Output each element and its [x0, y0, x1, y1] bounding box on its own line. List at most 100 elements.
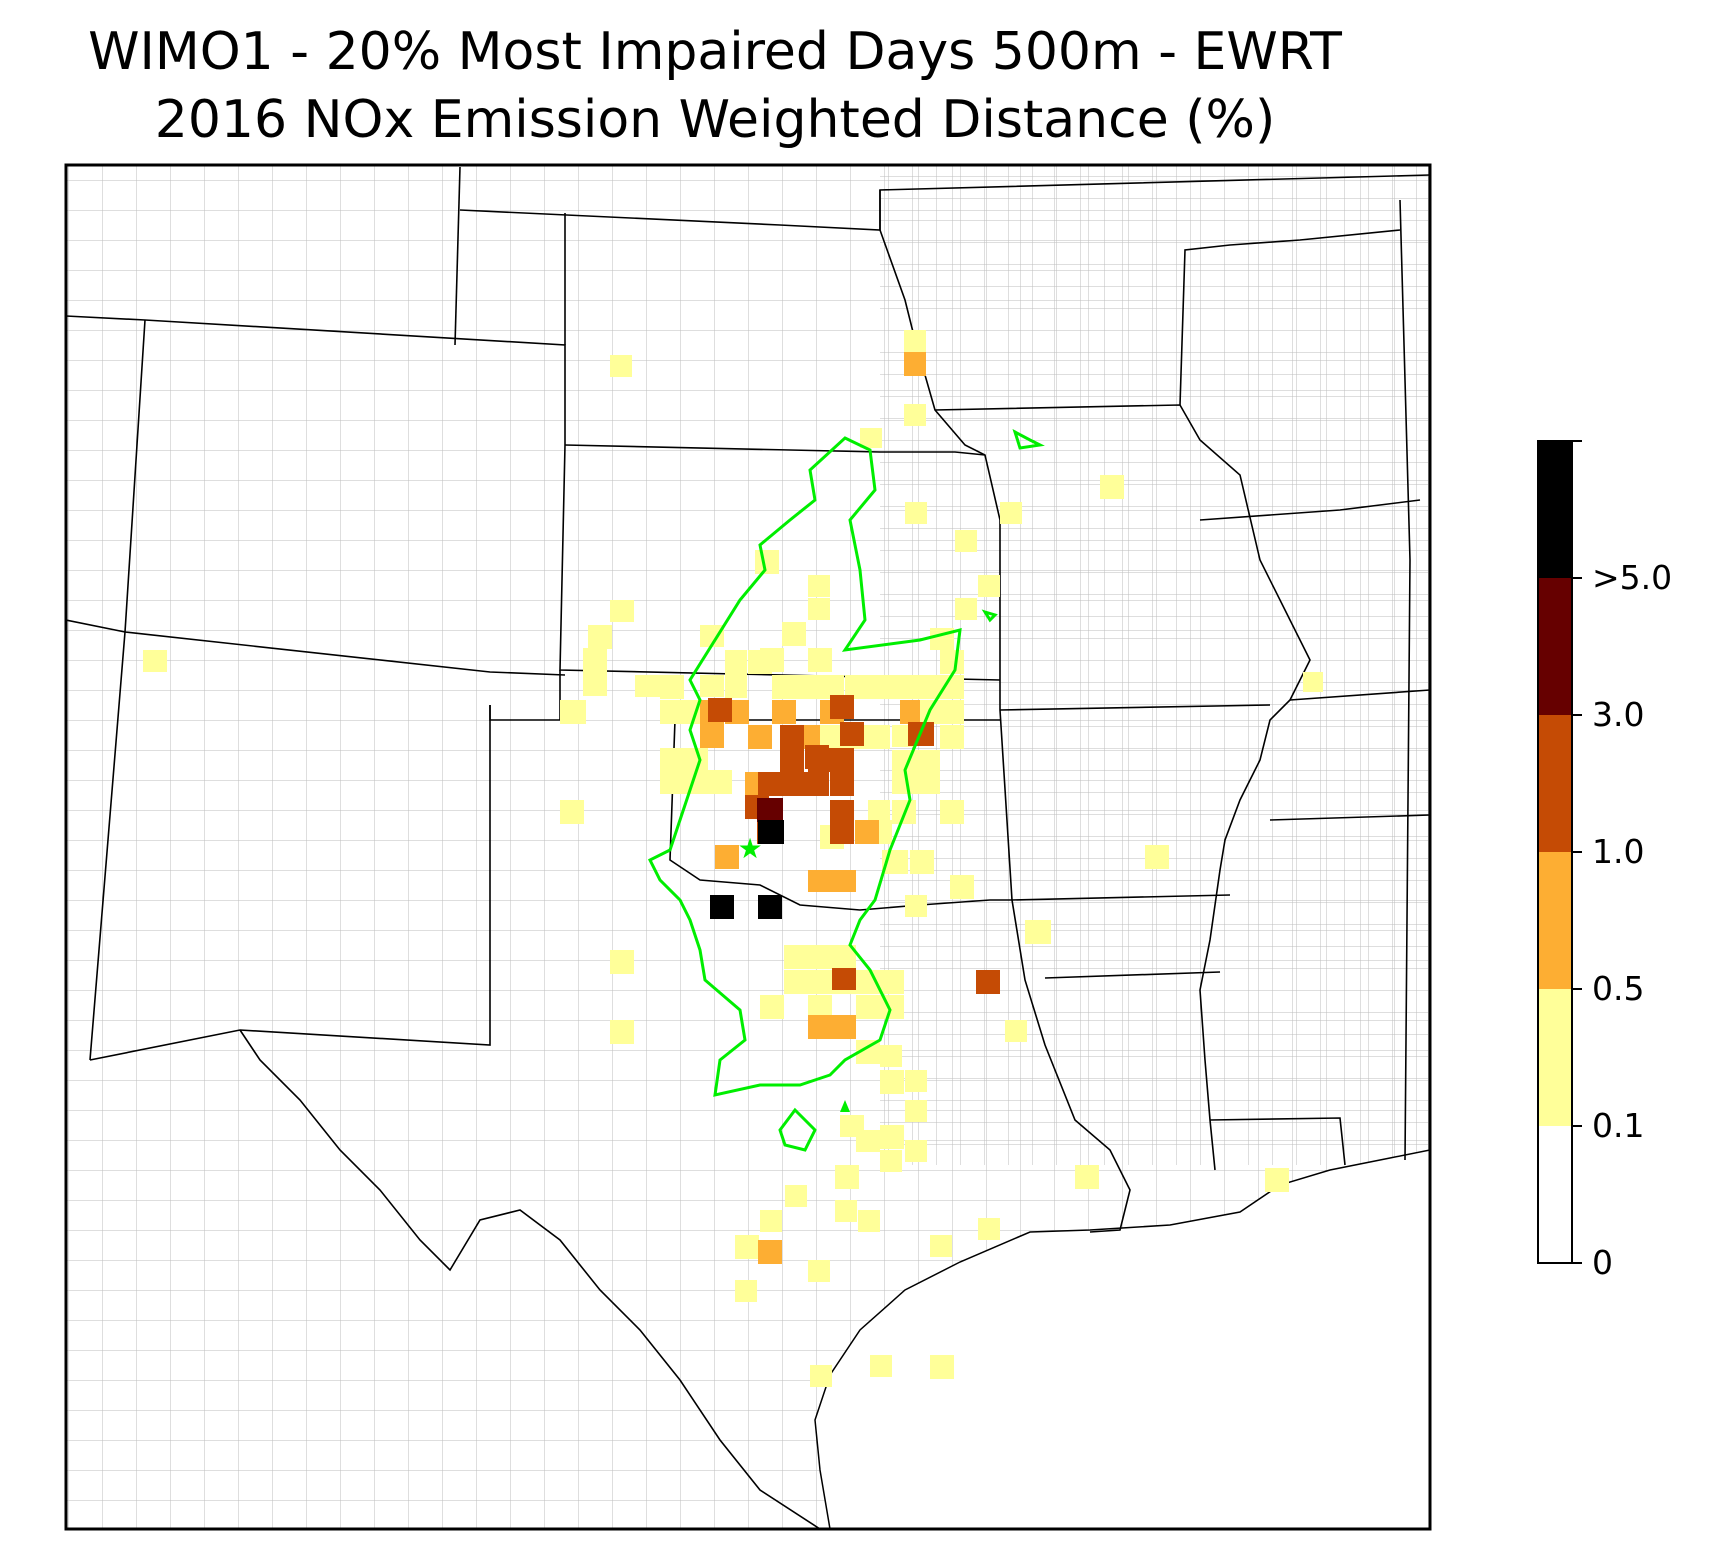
- emission-cell: [560, 700, 586, 724]
- colorbar-tick-label: 0.1: [1592, 1106, 1645, 1145]
- emission-cell: [610, 600, 634, 622]
- emission-cell: [880, 1070, 904, 1094]
- emission-cell: [796, 675, 820, 699]
- map-panel: ★: [66, 165, 1430, 1529]
- colorbar-segment: [1538, 441, 1572, 578]
- colorbar-segment: [1538, 715, 1572, 852]
- emission-cell: [143, 650, 167, 672]
- gulf-of-mexico: [814, 1149, 1430, 1529]
- emission-cell: [830, 695, 854, 719]
- emission-cell: [1145, 845, 1169, 869]
- map-title-line2: 2016 NOx Emission Weighted Distance (%): [154, 90, 1276, 150]
- emission-cell: [1265, 1168, 1289, 1192]
- emission-cell: [760, 995, 784, 1019]
- emission-cell: [955, 530, 977, 552]
- contour-island-3: [778, 1107, 817, 1152]
- emission-cell: [808, 970, 832, 994]
- emission-cell: [860, 428, 882, 448]
- emission-cell: [610, 355, 632, 377]
- emission-cell: [700, 625, 724, 647]
- emission-cell: [880, 1150, 902, 1172]
- emission-cell: [808, 598, 830, 620]
- emission-cell: [856, 995, 880, 1019]
- emission-cell: [660, 700, 684, 724]
- emission-cell: [588, 625, 612, 649]
- colorbar-tick-label: >5.0: [1592, 558, 1673, 597]
- emission-cell: [780, 772, 806, 796]
- site-star-icon: ★: [737, 832, 762, 865]
- colorbar: [1537, 440, 1582, 1264]
- emission-cell: [755, 550, 779, 574]
- small-marker-icon: [840, 1100, 850, 1112]
- emission-cell: [808, 575, 830, 597]
- colorbar-tick-label: 1.0: [1592, 832, 1645, 871]
- emission-cell: [610, 1020, 634, 1044]
- emission-cell: [708, 770, 732, 794]
- emission-cell: [735, 1235, 759, 1259]
- emission-cell: [892, 675, 916, 699]
- emission-cell: [610, 950, 634, 974]
- emission-cell: [560, 800, 584, 824]
- contour-island-2: [981, 609, 998, 623]
- emission-cell: [892, 770, 916, 794]
- emission-cell: [1000, 502, 1022, 524]
- emission-cell: [832, 968, 856, 990]
- emission-cell: [725, 650, 747, 698]
- emission-cell: [855, 820, 879, 844]
- contour-line: [647, 436, 962, 1097]
- emission-cell: [1075, 1165, 1099, 1189]
- emission-cell: [784, 945, 808, 969]
- emission-cell: [870, 1355, 892, 1377]
- emission-cell: [940, 800, 964, 824]
- emission-cell: [940, 725, 964, 749]
- emission-cell: [930, 1235, 952, 1257]
- emission-cell: [660, 748, 684, 772]
- emission-cell: [830, 772, 854, 796]
- emission-cell: [905, 895, 927, 917]
- emission-cell: [916, 770, 940, 794]
- emission-cell: [748, 725, 772, 749]
- emission-cell: [758, 772, 782, 796]
- emission-cell: [905, 502, 927, 524]
- emission-cell: [1005, 1020, 1027, 1042]
- emission-cell: [858, 1210, 880, 1232]
- emission-cell: [832, 870, 856, 892]
- map-title-line1: WIMO1 - 20% Most Impaired Days 500m - EW…: [88, 22, 1342, 82]
- colorbar-tick-label: 0.5: [1592, 969, 1645, 1008]
- emission-cell: [840, 722, 864, 746]
- emission-cell: [772, 700, 796, 724]
- colorbar-segment: [1538, 1126, 1572, 1263]
- emission-cell: [978, 575, 1000, 597]
- emission-cell: [808, 648, 832, 672]
- emission-cell: [868, 800, 890, 824]
- emission-cell: [880, 970, 904, 994]
- emission-cell: [748, 650, 772, 674]
- emission-cell: [760, 1210, 782, 1232]
- emission-cell: [715, 845, 739, 869]
- emission-cell: [660, 675, 684, 699]
- emission-cell: [635, 675, 661, 697]
- emission-cell: [583, 648, 607, 696]
- emission-cell: [684, 770, 710, 794]
- colorbar-tick-label: 0: [1592, 1243, 1613, 1282]
- emission-cell: [900, 700, 920, 724]
- emission-cell: [904, 352, 926, 376]
- emission-cell: [835, 1165, 859, 1189]
- emission-cell: [916, 675, 940, 699]
- emission-cell: [880, 1125, 904, 1149]
- emission-cell: [810, 1365, 832, 1387]
- emission-cell: [808, 945, 832, 969]
- colorbar-tick-label: 3.0: [1592, 695, 1645, 734]
- emission-cell: [905, 1070, 927, 1092]
- emission-cell: [757, 798, 783, 822]
- emission-cell: [784, 970, 808, 994]
- emission-cell: [832, 1015, 856, 1039]
- emission-cell: [660, 770, 684, 794]
- emission-cell: [805, 772, 829, 796]
- emission-cell: [708, 698, 732, 722]
- emission-cell: [780, 725, 804, 773]
- map-frame: [64, 163, 1432, 1531]
- emission-cell: [904, 330, 926, 352]
- emission-cell: [772, 675, 796, 699]
